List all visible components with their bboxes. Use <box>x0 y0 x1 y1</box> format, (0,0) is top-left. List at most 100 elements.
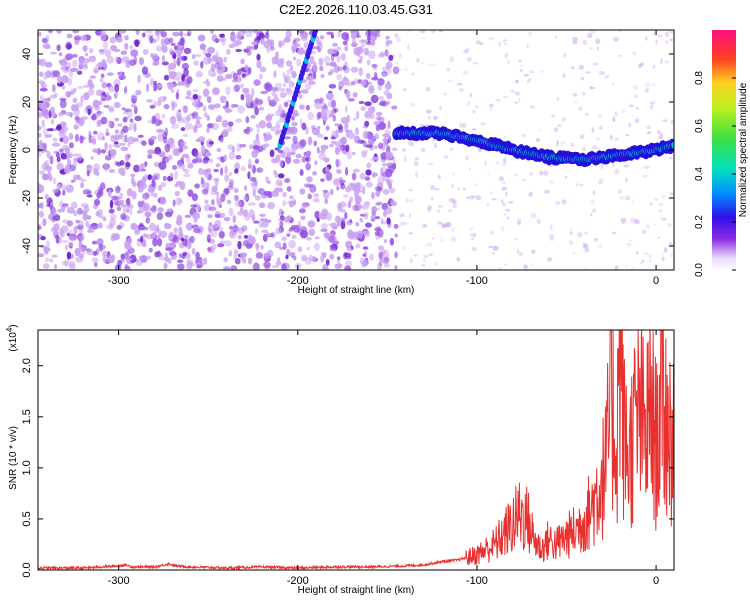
heat-cell <box>46 150 51 159</box>
heat-cell <box>83 45 88 53</box>
heat-cell <box>79 245 84 251</box>
heat-cell <box>286 215 292 221</box>
heat-cell <box>582 242 586 247</box>
heat-cell <box>38 111 45 116</box>
heat-cell <box>349 196 354 203</box>
heat-cell <box>347 97 355 102</box>
heat-cell <box>243 48 250 53</box>
heat-cell <box>592 62 599 66</box>
heat-cell <box>551 114 556 118</box>
heat-cell <box>265 114 273 122</box>
heat-cell <box>168 62 177 70</box>
heat-cell <box>195 70 203 78</box>
heat-cell <box>590 30 596 34</box>
heat-cell <box>201 188 209 195</box>
heat-cell <box>38 133 42 138</box>
heat-cell <box>280 215 285 221</box>
heat-cell <box>129 208 133 216</box>
heat-cell <box>420 148 426 153</box>
heat-cell <box>277 149 284 154</box>
heat-cell <box>660 58 663 65</box>
heat-cell <box>625 177 628 183</box>
heat-cell <box>382 137 388 143</box>
heat-cell <box>182 116 190 124</box>
heat-cell <box>228 43 235 49</box>
heat-cell <box>371 76 379 81</box>
heat-cell <box>503 213 508 216</box>
heat-cell <box>199 43 206 51</box>
heat-cell <box>308 228 316 236</box>
heat-cell <box>590 213 593 217</box>
heat-cell <box>375 186 382 191</box>
heat-cell <box>118 167 126 175</box>
heat-cell <box>103 104 110 108</box>
heat-cell <box>43 246 50 255</box>
heat-cell <box>41 119 45 128</box>
heat-cell <box>238 83 243 89</box>
heat-cell <box>360 106 367 111</box>
heat-cell <box>153 83 158 92</box>
heat-cell <box>595 38 601 45</box>
heat-cell <box>60 75 69 84</box>
heat-cell <box>194 53 202 57</box>
heat-cell <box>227 121 234 126</box>
heat-cell <box>207 56 212 64</box>
heat-cell <box>50 206 56 215</box>
heat-cell <box>377 116 385 124</box>
heat-cell <box>329 253 335 260</box>
heat-cell <box>291 146 296 154</box>
heat-cell <box>144 205 152 212</box>
heat-cell <box>229 33 237 42</box>
heat-cell <box>101 82 108 89</box>
heat-cell <box>111 195 119 201</box>
heat-cell <box>218 231 225 239</box>
heat-cell <box>214 62 220 69</box>
heat-cell <box>68 132 74 141</box>
heat-cell <box>176 219 183 226</box>
heat-cell <box>597 45 599 51</box>
heat-cell <box>391 105 398 110</box>
heat-cell <box>297 246 303 253</box>
heat-cell <box>357 138 361 144</box>
heat-cell <box>289 65 294 71</box>
heat-cell <box>187 189 194 197</box>
heat-cell <box>160 38 165 47</box>
heat-cell <box>275 227 282 235</box>
heat-cell <box>452 172 455 176</box>
heat-cell <box>59 97 67 101</box>
heat-cell <box>364 176 371 181</box>
heat-cell <box>266 30 269 35</box>
heat-cell <box>169 172 174 178</box>
heat-cell <box>576 182 579 187</box>
heat-cell <box>628 104 635 108</box>
heat-cell <box>300 226 308 234</box>
heat-cell <box>579 134 585 139</box>
heat-cell <box>225 100 229 109</box>
heat-cell <box>51 208 58 217</box>
heat-cell <box>430 196 434 201</box>
heat-cell <box>261 229 269 234</box>
heat-cell <box>159 230 168 238</box>
heat-cell <box>183 173 191 178</box>
heat-cell <box>364 110 372 118</box>
heat-cell <box>116 36 123 43</box>
heat-cell <box>243 196 248 201</box>
heat-cell <box>200 61 204 69</box>
heat-cell <box>266 121 272 129</box>
heat-cell <box>152 61 157 66</box>
heat-cell <box>155 45 163 52</box>
heat-cell <box>352 92 358 98</box>
heat-cell <box>348 129 353 134</box>
heat-cell <box>91 257 99 263</box>
heat-cell <box>362 186 366 195</box>
heat-cell <box>313 193 320 198</box>
heat-cell <box>99 49 105 55</box>
heat-cell <box>307 111 315 121</box>
heat-cell <box>341 77 350 86</box>
y-tick-label: -20 <box>21 190 33 206</box>
heat-cell <box>354 182 363 191</box>
heat-cell <box>642 259 644 264</box>
heat-cell <box>515 79 519 84</box>
heat-cell <box>157 100 162 107</box>
heat-cell <box>275 261 282 266</box>
